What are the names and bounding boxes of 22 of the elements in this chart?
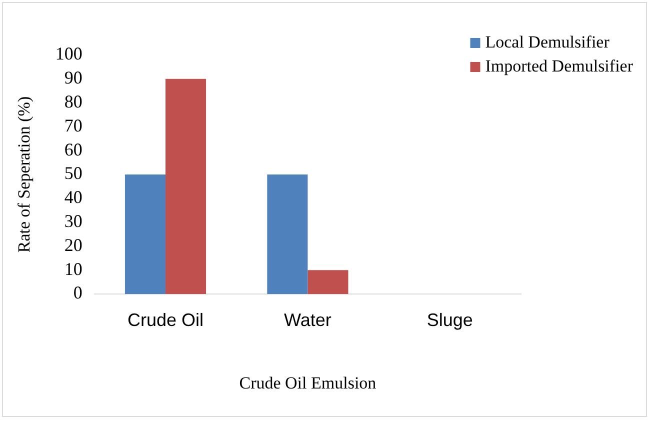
x-axis-title: Crude Oil Emulsion: [239, 373, 377, 392]
y-tick-label: 60: [64, 139, 82, 160]
y-axis-title: Rate of Seperation (%): [14, 96, 34, 253]
y-tick-label: 30: [64, 211, 82, 232]
y-tick-label: 40: [64, 187, 82, 208]
y-tick-label: 0: [73, 282, 82, 303]
y-tick-label: 80: [64, 92, 82, 112]
x-tick-label: Sluge: [426, 310, 473, 330]
y-tick-label: 70: [64, 115, 82, 136]
y-tick-label: 100: [55, 44, 82, 64]
x-tick-label: Crude Oil: [127, 310, 204, 330]
x-tick-label: Water: [284, 310, 332, 330]
y-tick-label: 20: [64, 234, 82, 255]
y-tick-label: 10: [64, 258, 82, 279]
bar: [267, 174, 308, 294]
bar: [308, 270, 348, 294]
y-tick-label: 90: [64, 68, 82, 88]
bar: [166, 78, 206, 294]
y-tick-label: 50: [64, 163, 82, 184]
bar: [124, 174, 166, 294]
legend-label: Local Demulsifier: [485, 32, 610, 52]
legend-label: Imported Demulsifier: [485, 56, 634, 76]
